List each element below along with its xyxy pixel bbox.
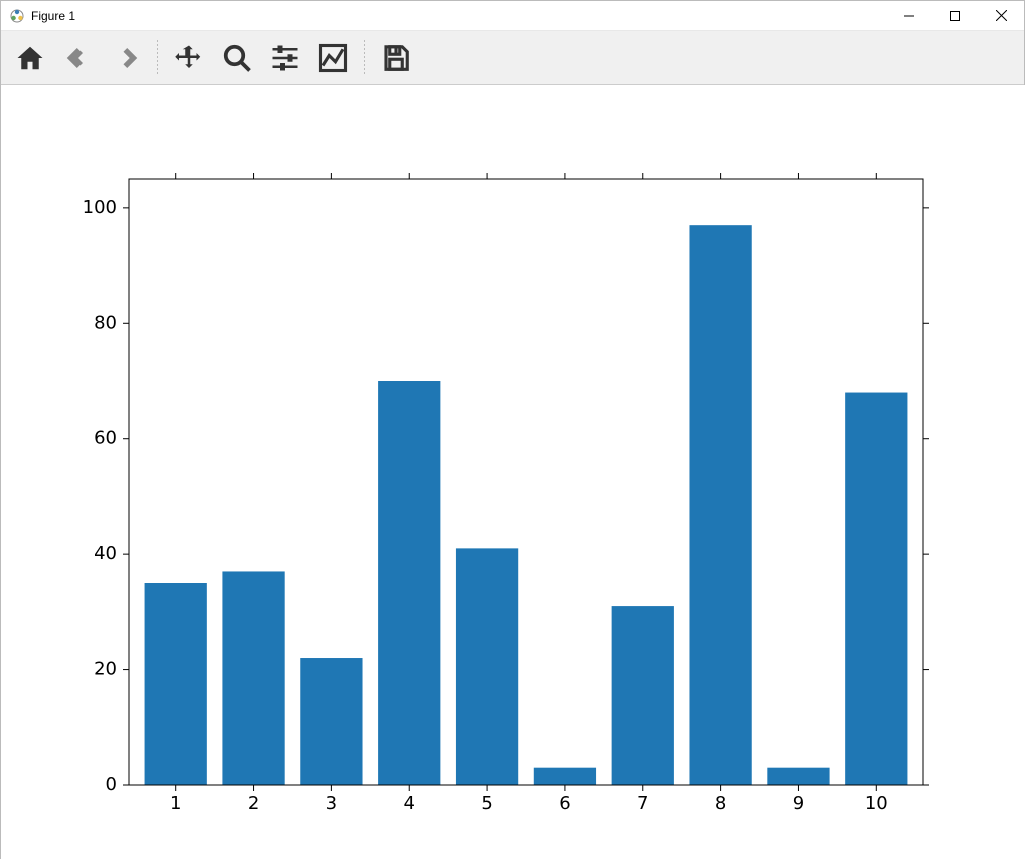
back-button[interactable]	[57, 37, 99, 79]
edit-axis-button[interactable]	[312, 37, 354, 79]
app-icon	[9, 8, 25, 24]
plot-canvas: 0 20 40 60 80 100 1 2 3 4 5 6 7 8 9 10	[1, 85, 1024, 858]
x-tick-label: 9	[793, 793, 804, 814]
y-tick-label: 0	[106, 774, 117, 795]
bar	[689, 225, 751, 785]
x-tick-label: 1	[170, 793, 181, 814]
bar	[222, 571, 284, 785]
pan-button[interactable]	[168, 37, 210, 79]
x-tick-label: 6	[559, 793, 570, 814]
bar	[300, 658, 362, 785]
zoom-button[interactable]	[216, 37, 258, 79]
x-tick-label: 4	[404, 793, 415, 814]
x-tick-label: 8	[715, 793, 726, 814]
x-tick-label: 10	[865, 793, 888, 814]
bar-chart: 0 20 40 60 80 100 1 2 3 4 5 6 7 8 9 10	[1, 85, 1025, 860]
bar	[612, 606, 674, 785]
x-tick-label: 7	[637, 793, 648, 814]
window-title: Figure 1	[31, 9, 75, 23]
toolbar-separator	[157, 40, 158, 76]
y-tick-label: 100	[83, 197, 117, 218]
y-tick-label: 40	[94, 543, 117, 564]
minimize-button[interactable]	[886, 1, 932, 30]
bar	[456, 548, 518, 785]
window-controls	[886, 1, 1024, 30]
forward-button[interactable]	[105, 37, 147, 79]
bar	[767, 768, 829, 785]
maximize-button[interactable]	[932, 1, 978, 30]
bar	[145, 583, 207, 785]
x-tick-label: 2	[248, 793, 259, 814]
configure-subplots-button[interactable]	[264, 37, 306, 79]
bar	[845, 393, 907, 785]
window-titlebar: Figure 1	[1, 1, 1024, 31]
x-tick-label: 5	[481, 793, 492, 814]
y-tick-label: 60	[94, 428, 117, 449]
bar	[378, 381, 440, 785]
bar	[534, 768, 596, 785]
y-tick-label: 20	[94, 659, 117, 680]
close-button[interactable]	[978, 1, 1024, 30]
toolbar	[1, 31, 1024, 85]
y-tick-label: 80	[94, 312, 117, 333]
toolbar-separator	[364, 40, 365, 76]
save-button[interactable]	[375, 37, 417, 79]
home-button[interactable]	[9, 37, 51, 79]
x-tick-label: 3	[326, 793, 337, 814]
